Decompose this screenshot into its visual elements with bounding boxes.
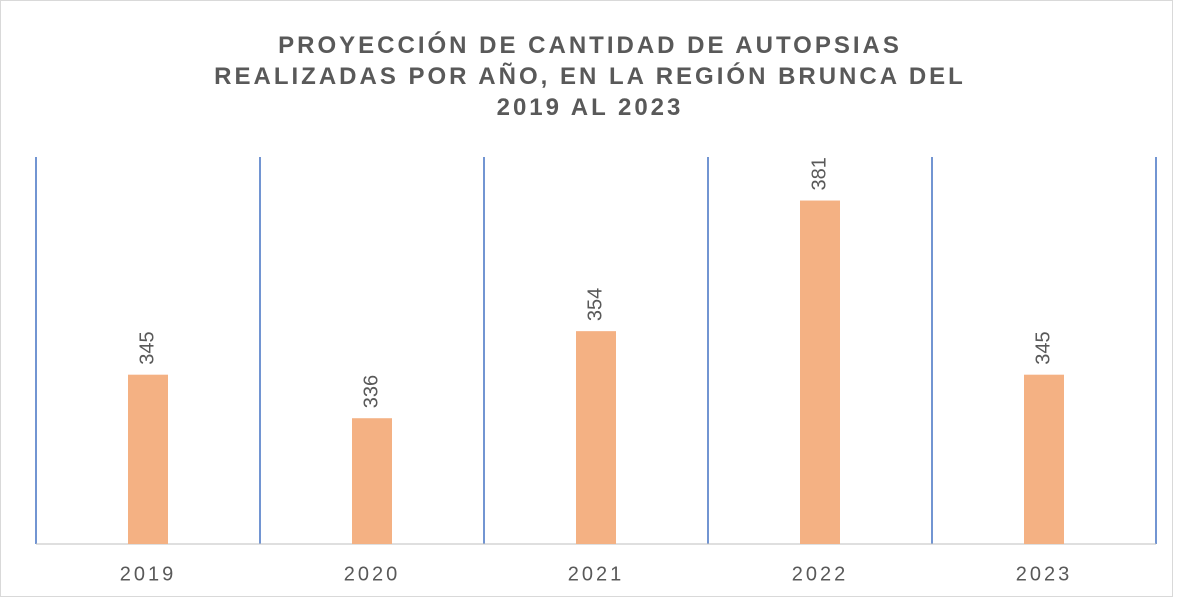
data-label: 381 — [808, 157, 830, 190]
bar — [1024, 374, 1064, 544]
x-tick-label: 2023 — [1016, 563, 1073, 585]
bar — [352, 418, 392, 544]
data-label: 345 — [136, 331, 158, 364]
x-tick-label: 2021 — [568, 563, 625, 585]
x-tick-label: 2019 — [120, 563, 177, 585]
x-tick-label: 2020 — [344, 563, 401, 585]
data-label: 336 — [360, 375, 382, 408]
chart-title: PROYECCIÓN DE CANTIDAD DE AUTOPSIAS REAL… — [214, 32, 966, 121]
bar — [128, 374, 168, 544]
bar — [800, 200, 840, 544]
bar — [576, 331, 616, 544]
data-label: 354 — [584, 288, 606, 321]
data-label: 345 — [1032, 331, 1054, 364]
x-tick-label: 2022 — [792, 563, 849, 585]
